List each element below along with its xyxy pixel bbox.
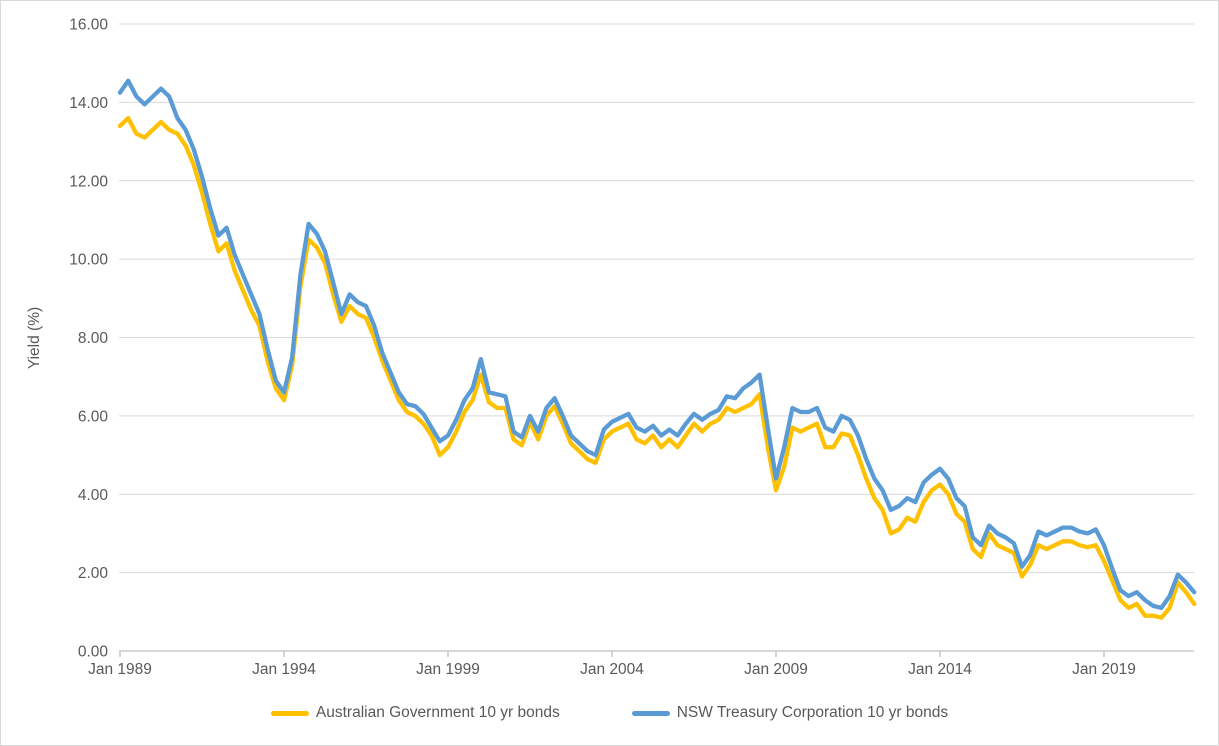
legend-item-nsw-tcorp: NSW Treasury Corporation 10 yr bonds xyxy=(631,704,949,722)
legend-item-australian-government: Australian Government 10 yr bonds xyxy=(270,704,560,722)
x-tick-label: Jan 1989 xyxy=(88,661,152,678)
series-line-nsw-tcorp xyxy=(117,78,1197,611)
gridlines xyxy=(119,23,1194,574)
y-tick-label: 2.00 xyxy=(78,565,109,582)
x-tick-label: Jan 2014 xyxy=(908,661,972,678)
legend-swatch-yellow-icon xyxy=(270,710,309,716)
y-tick-label: 6.00 xyxy=(78,408,109,425)
x-tick-label: Jan 2009 xyxy=(744,661,808,678)
legend: Australian Government 10 yr bonds NSW Tr… xyxy=(1,704,1218,722)
y-tick-label: 12.00 xyxy=(69,173,108,190)
x-axis-tick-labels: Jan 1989 Jan 1994 Jan 1999 Jan 2004 Jan 2009… xyxy=(88,661,1136,678)
y-tick-label: 16.00 xyxy=(69,17,108,34)
x-tick-label: Jan 2019 xyxy=(1072,661,1136,678)
x-tick-label: Jan 2004 xyxy=(580,661,644,678)
y-axis-tick-labels: 16.00 14.00 12.00 10.00 8.00 6.00 4.00 2.00 0.00 xyxy=(69,17,108,661)
legend-label-australian-government: Australian Government 10 yr bonds xyxy=(315,704,560,721)
y-axis-title: Yield (%) xyxy=(26,307,43,369)
legend-swatch-blue-icon xyxy=(631,710,670,716)
y-tick-label: 14.00 xyxy=(69,95,108,112)
x-tick-label: Jan 1999 xyxy=(416,661,480,678)
x-tick-label: Jan 1994 xyxy=(252,661,316,678)
y-tick-label: 8.00 xyxy=(78,330,109,347)
y-tick-label: 10.00 xyxy=(69,252,108,269)
y-tick-label: 0.00 xyxy=(78,644,109,661)
legend-label-nsw-tcorp: NSW Treasury Corporation 10 yr bonds xyxy=(676,704,949,721)
x-axis xyxy=(119,650,1194,657)
y-tick-label: 4.00 xyxy=(78,487,109,504)
